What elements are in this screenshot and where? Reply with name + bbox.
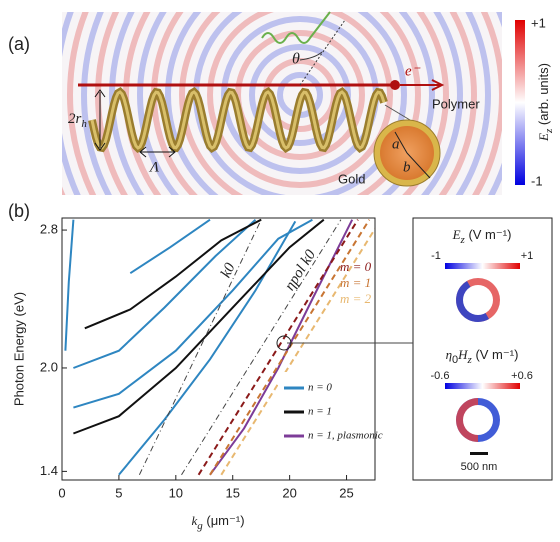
curve	[118, 220, 297, 476]
hz-max: +0.6	[511, 370, 533, 382]
curve	[73, 218, 257, 369]
curve	[181, 219, 342, 476]
ez-min: -1	[431, 250, 441, 262]
colorbar-max: +1	[531, 15, 546, 30]
field-ring	[81, 12, 502, 195]
curve	[64, 219, 75, 351]
pitch-label: Λ	[148, 159, 159, 175]
panel-label: (b)	[8, 201, 30, 221]
hz-prefix-sub: 0	[452, 354, 458, 366]
field-ring	[109, 12, 491, 195]
field-ring	[207, 12, 393, 188]
x-tick-label: 25	[339, 485, 353, 500]
radius-label: 2rh	[68, 111, 87, 129]
radius-lines	[394, 131, 431, 179]
x-symbol: k	[191, 513, 197, 528]
x-sub: g	[197, 520, 203, 532]
field-ring	[137, 12, 463, 195]
field-ring	[179, 12, 421, 195]
inset: Ez (V m⁻¹) -1 +1 η0Hz (V m⁻¹) -0.6 +0.6 …	[276, 217, 553, 481]
hz-unit: (V m⁻¹)	[472, 347, 519, 362]
cb-sub: z	[543, 128, 555, 134]
ez-symbol: E	[452, 227, 461, 242]
line-label: ηpol k0	[282, 247, 319, 294]
section-pointer	[384, 104, 411, 121]
field-ring	[235, 30, 365, 160]
angle-arc	[299, 51, 323, 61]
panel-label: (a)	[8, 34, 30, 54]
hz-prefix: η	[446, 347, 452, 362]
emission-direction	[299, 19, 346, 86]
panel-a: (a) θ e⁻ 2rh Λ Polymer Gold a b +1 -1 Ez…	[8, 11, 555, 195]
field-ring	[67, 12, 97, 195]
curve	[209, 219, 354, 476]
ez-colorbar	[445, 263, 520, 269]
radius-arrow	[94, 89, 106, 151]
hz-label: η0Hz (V m⁻¹)	[446, 347, 519, 366]
field-ring	[165, 12, 435, 195]
legend-label: n = 0	[308, 382, 332, 394]
polymer-label: Polymer	[432, 96, 480, 111]
ez-unit: (V m⁻¹)	[465, 227, 512, 242]
beam-arrow	[400, 79, 445, 91]
scale-bar	[470, 452, 488, 455]
x-tick-label: 0	[58, 485, 65, 500]
radius-sub: h	[81, 118, 87, 130]
hz-colorbar	[445, 383, 520, 389]
colorbar-min: -1	[531, 173, 543, 188]
curves	[64, 218, 375, 476]
curve	[220, 226, 375, 476]
hz-min: -0.6	[431, 370, 450, 382]
curve	[138, 219, 262, 476]
line-label: m = 2	[340, 291, 372, 306]
y-tick-label: 2.0	[40, 359, 58, 374]
ez-core	[463, 285, 493, 315]
y-tick-label: 2.8	[40, 222, 58, 237]
y-axis-label: Photon Energy (eV)	[11, 292, 26, 406]
pitch-arrow	[139, 146, 176, 158]
colorbar	[515, 20, 525, 185]
ez-label: Ez (V m⁻¹)	[452, 227, 512, 246]
line-label: m = 1	[340, 275, 371, 290]
ez-sub: z	[460, 234, 466, 246]
radius-text: 2r	[68, 111, 82, 127]
outer-radius-label: b	[403, 159, 411, 175]
y-tick-label: 1.4	[40, 463, 58, 478]
line-label: k0	[218, 260, 239, 280]
cb-symbol: E	[536, 133, 551, 142]
x-tick-label: 10	[169, 485, 183, 500]
gold-label: Gold	[338, 171, 365, 186]
helix-highlight	[90, 90, 386, 150]
x-unit: (μm⁻¹)	[203, 513, 245, 528]
cb-unit: (arb. units)	[536, 63, 551, 129]
field-ring	[95, 12, 502, 195]
hz-core	[463, 405, 493, 435]
curve	[84, 218, 262, 330]
photon	[261, 11, 331, 44]
plot-frame	[61, 217, 376, 481]
colorbar-label: Ez (arb. units)	[536, 63, 555, 142]
electron	[390, 80, 400, 90]
marker-circle	[276, 335, 292, 351]
curve	[73, 218, 325, 435]
curve	[129, 218, 211, 275]
legend-label: n = 1, plasmonic	[308, 430, 383, 442]
theta-label: θ	[292, 51, 300, 68]
x-tick-label: 5	[115, 485, 122, 500]
hz-sub: z	[467, 354, 473, 366]
x-tick-label: 20	[282, 485, 296, 500]
x-axis-label: kg (μm⁻¹)	[191, 513, 244, 532]
inner-radius-label: a	[392, 136, 400, 152]
legend-label: n = 1	[308, 406, 332, 418]
ez-max: +1	[521, 250, 534, 262]
hz-symbol: H	[457, 347, 468, 362]
scale-label: 500 nm	[461, 461, 498, 473]
x-tick-label: 15	[225, 485, 239, 500]
curve	[73, 218, 313, 409]
electron-label: e⁻	[405, 63, 421, 79]
line-label: m = 0	[340, 259, 372, 274]
panel-b: (b) kg (μm⁻¹) Photon Energy (eV) 0 5 10 15 2…	[8, 201, 383, 532]
